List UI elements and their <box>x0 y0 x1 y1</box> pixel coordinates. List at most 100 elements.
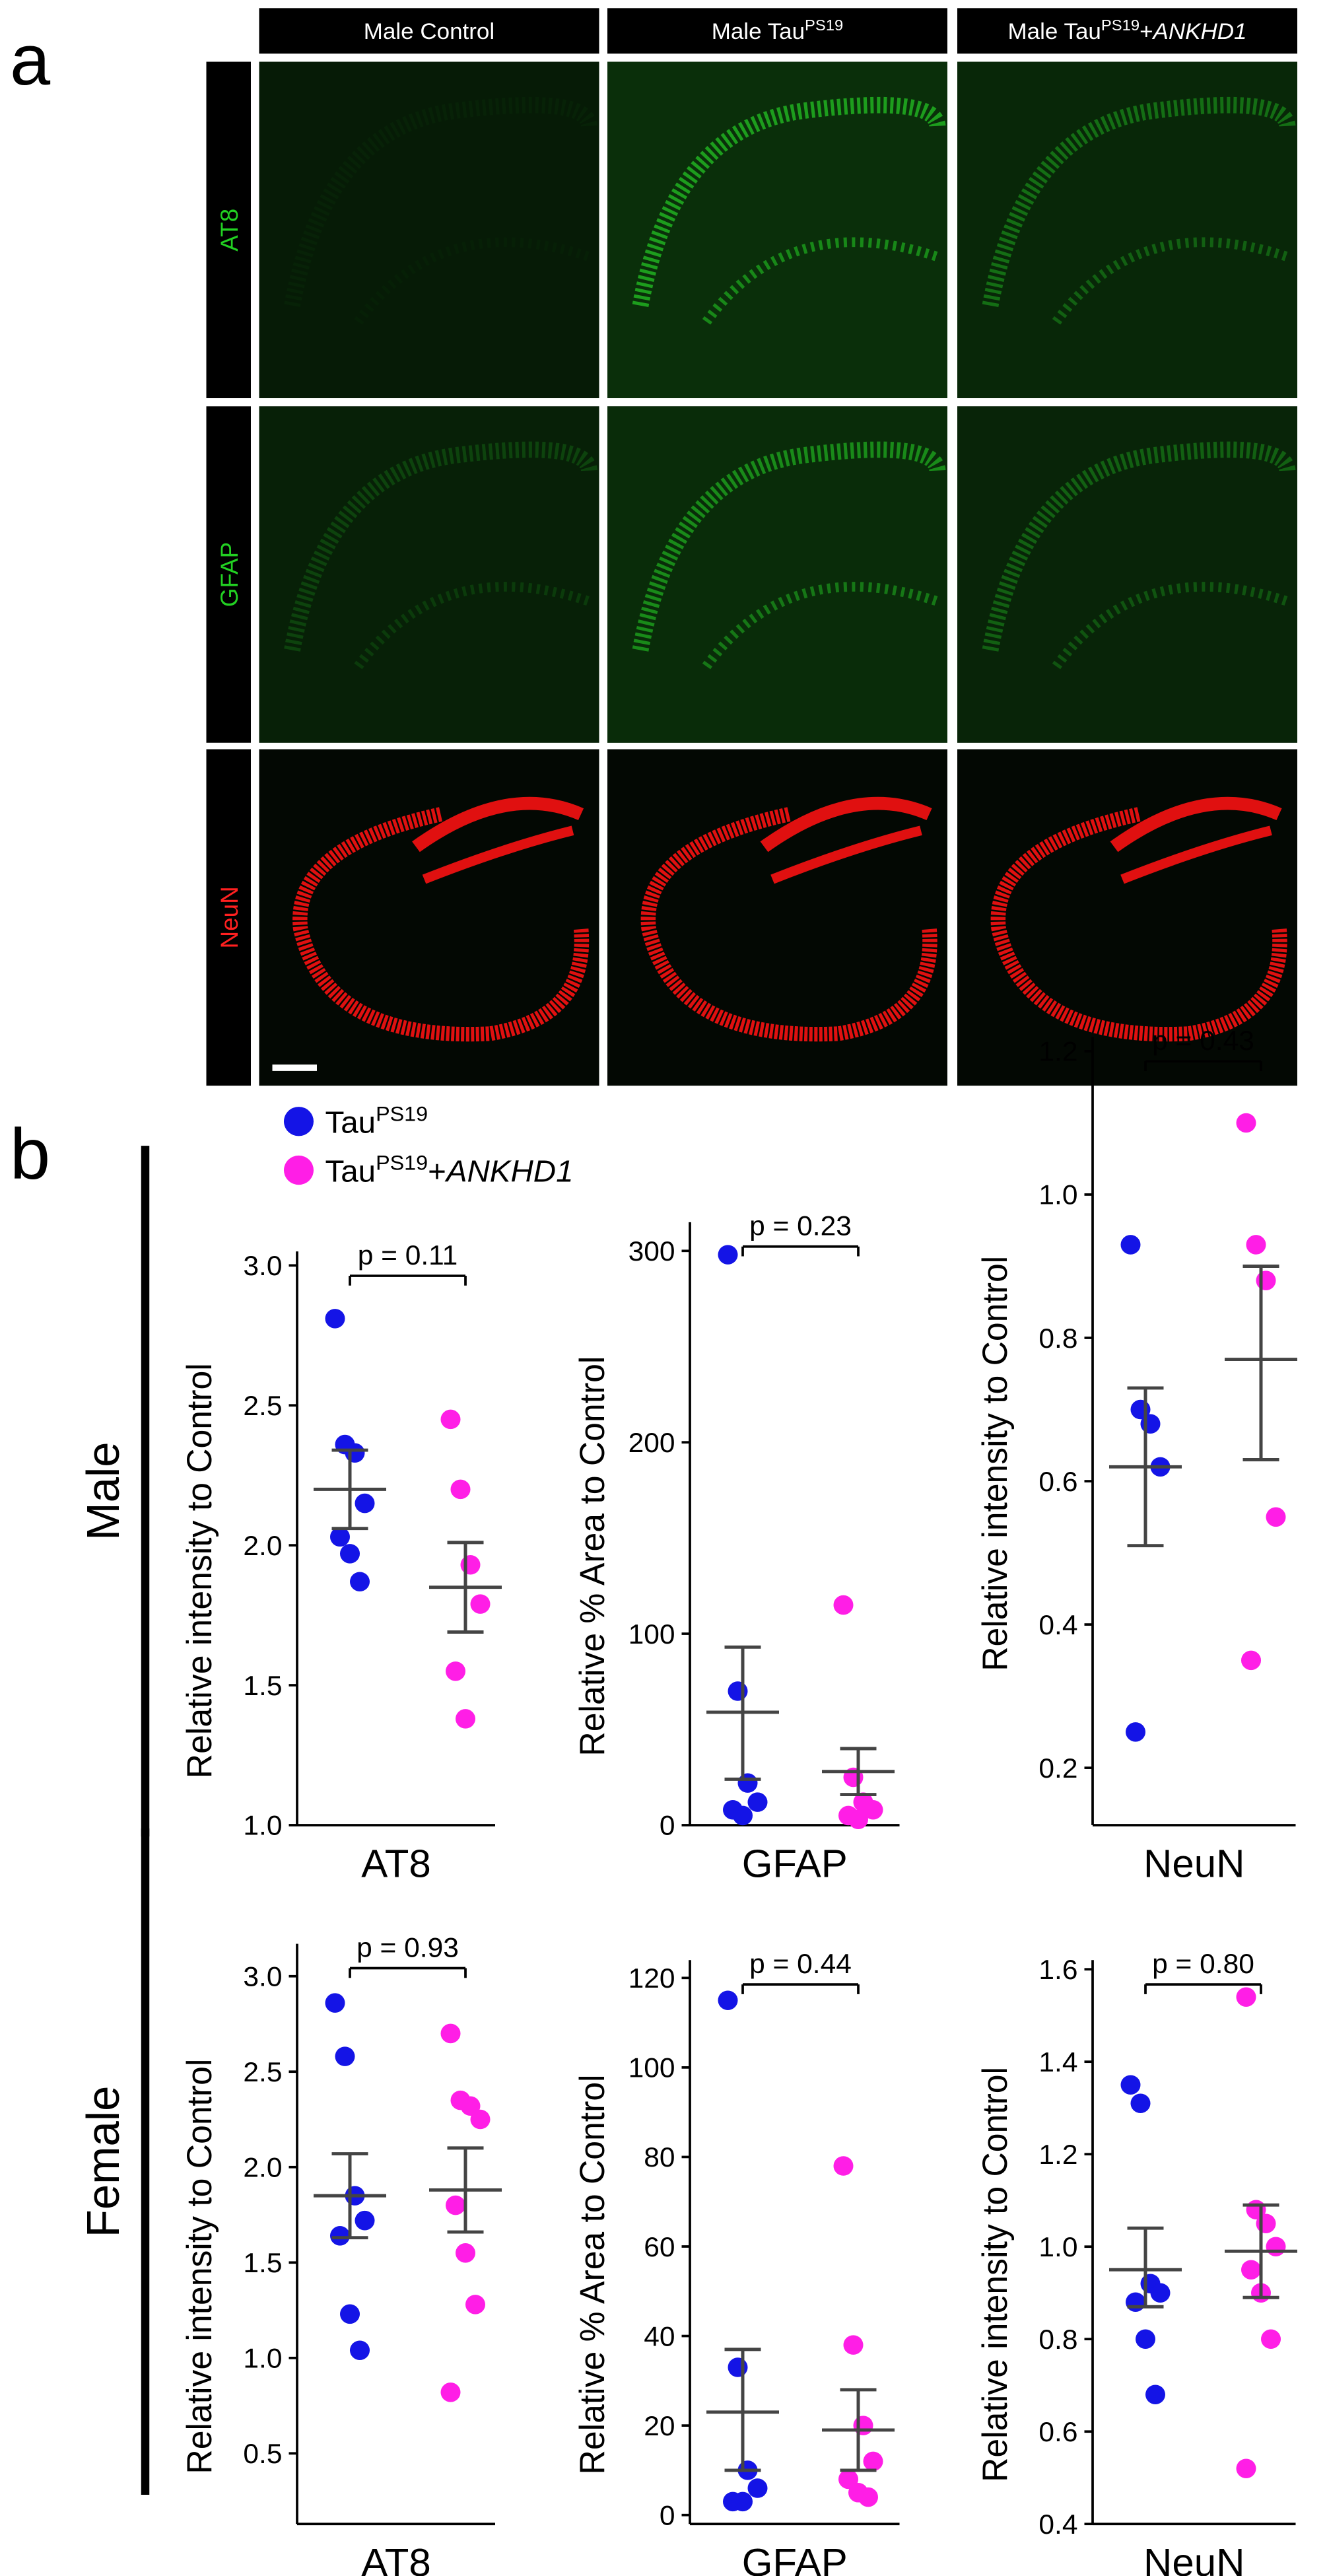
data-point <box>1236 1113 1256 1133</box>
micrograph-structure <box>354 582 591 670</box>
y-tick-label: 0.8 <box>1038 1323 1077 1354</box>
y-tick-label: 1.0 <box>243 1810 282 1841</box>
micrograph-structure <box>982 96 1296 307</box>
data-point <box>1266 2237 1286 2256</box>
y-tick-label: 1.0 <box>1038 2231 1077 2262</box>
data-point <box>350 2340 370 2360</box>
panel-letter: b <box>10 1114 50 1194</box>
y-tick-label: 2.0 <box>243 2152 282 2183</box>
legend-label-italic: ANKHD1 <box>444 1154 574 1189</box>
row-label-box <box>206 749 251 1086</box>
y-axis-label: Relative % Area to Control <box>574 2074 612 2474</box>
data-point <box>863 1799 883 1820</box>
y-tick-label: 20 <box>644 2410 675 2441</box>
data-point <box>1126 1722 1145 1742</box>
data-point <box>456 2243 475 2263</box>
p-value: p = 0.11 <box>358 1239 458 1271</box>
y-tick-label: 100 <box>629 2052 675 2083</box>
data-point <box>1236 2458 1256 2479</box>
data-point <box>1236 1987 1256 2007</box>
micrograph-structure <box>982 441 1296 652</box>
y-tick-label: 2.0 <box>243 1530 282 1561</box>
micrograph-structure <box>412 796 584 853</box>
data-point <box>355 1493 375 1514</box>
data-point <box>465 2295 485 2315</box>
y-tick-label: 0.2 <box>1038 1753 1077 1784</box>
p-value: p = 0.43 <box>1152 1025 1254 1056</box>
legend-label: TauPS19 <box>325 1102 428 1140</box>
micrograph-structure <box>632 96 946 307</box>
data-point <box>853 2416 873 2435</box>
y-tick-label: 0.4 <box>1038 1609 1077 1640</box>
data-point <box>1261 2329 1281 2349</box>
data-point <box>470 1594 491 1614</box>
micrograph-structure <box>1120 825 1272 884</box>
data-point <box>440 2383 461 2402</box>
data-point <box>1150 2283 1171 2303</box>
data-point <box>440 1409 461 1430</box>
data-point <box>733 2491 753 2512</box>
micrograph-structure <box>640 807 937 1042</box>
legend-marker <box>284 1107 314 1136</box>
data-point <box>1241 2260 1261 2280</box>
legend-label-sup: PS19 <box>376 1102 428 1126</box>
data-point <box>737 1773 758 1793</box>
data-point <box>446 1661 465 1681</box>
legend-label-sup: PS19 <box>376 1151 428 1175</box>
y-tick-label: 80 <box>644 2142 675 2173</box>
data-point <box>1145 2385 1165 2405</box>
data-point <box>450 1479 471 1500</box>
y-tick-label: 0 <box>660 2500 675 2531</box>
y-tick-label: 1.5 <box>243 2247 282 2278</box>
y-axis-label: Relative intensity to Control <box>976 1256 1015 1671</box>
panel-letter: a <box>10 20 50 100</box>
legend-marker <box>284 1155 314 1185</box>
y-axis-label: Relative intensity to Control <box>181 1363 219 1778</box>
data-point <box>330 2226 350 2246</box>
column-header-italic: ANKHD1 <box>1152 19 1247 44</box>
data-point <box>350 1572 370 1591</box>
y-tick-label: 60 <box>644 2231 675 2262</box>
row-label: AT8 <box>215 209 243 252</box>
column-header-box <box>259 8 599 54</box>
row-label: Male <box>77 1442 129 1540</box>
data-point <box>325 1993 345 2013</box>
column-header-box <box>957 8 1297 54</box>
y-tick-label: 2.5 <box>243 2056 282 2087</box>
x-axis-label: GFAP <box>742 1842 848 1885</box>
micrograph-structure <box>702 582 939 670</box>
micrograph-structure <box>422 825 574 884</box>
data-point <box>1126 2292 1145 2312</box>
data-point <box>747 2478 768 2498</box>
p-value: p = 0.93 <box>357 1932 459 1963</box>
y-tick-label: 3.0 <box>243 1250 282 1281</box>
data-point <box>747 1792 768 1812</box>
micrograph-structure <box>990 807 1287 1042</box>
column-header-main: Male Control <box>364 19 494 44</box>
p-value: p = 0.80 <box>1152 1948 1254 1979</box>
micrograph-tissue <box>259 406 599 743</box>
column-header: Male TauPS19 <box>712 17 844 44</box>
data-point <box>446 2195 465 2215</box>
data-point <box>340 2304 360 2324</box>
data-point <box>325 1309 345 1329</box>
data-point <box>848 1809 868 1829</box>
column-header: Male Control <box>364 19 494 44</box>
data-point <box>460 2096 481 2116</box>
data-point <box>470 2109 491 2130</box>
y-tick-label: 40 <box>644 2321 675 2352</box>
y-tick-label: 120 <box>629 1963 675 1994</box>
data-point <box>440 2023 461 2044</box>
y-tick-label: 1.2 <box>1038 1036 1077 1067</box>
column-header-box <box>607 8 947 54</box>
y-tick-label: 0.8 <box>1038 2324 1077 2355</box>
data-point <box>1241 1650 1261 1671</box>
micrograph-structure <box>770 825 922 884</box>
y-tick-label: 0.6 <box>1038 1466 1077 1497</box>
y-tick-label: 0.5 <box>243 2438 282 2469</box>
legend-label: TauPS19+ANKHD1 <box>325 1151 574 1189</box>
micrograph-structure <box>632 441 946 652</box>
y-tick-label: 2.5 <box>243 1390 282 1421</box>
data-point <box>858 2487 878 2507</box>
micrograph-structure <box>284 441 597 652</box>
